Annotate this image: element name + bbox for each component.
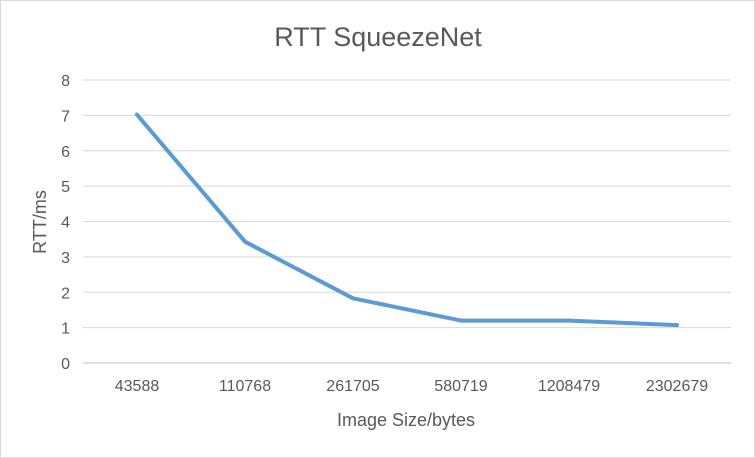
- data-point-1208479: [567, 318, 571, 323]
- y-tick-label-5: 5: [61, 179, 70, 196]
- series-layer: [135, 112, 679, 328]
- x-tick-label-1208479: 1208479: [538, 378, 600, 395]
- y-tick-label-6: 6: [61, 144, 70, 161]
- y-tick-label-1: 1: [61, 321, 70, 338]
- y-axis-label: RTT/ms: [30, 190, 50, 254]
- x-tick-label-110768: 110768: [219, 378, 271, 395]
- x-tick-label-2302679: 2302679: [646, 378, 708, 395]
- grid-lines: [83, 79, 731, 364]
- data-point-43588: [135, 112, 139, 117]
- data-point-110768: [243, 239, 247, 244]
- x-tick-label-43588: 43588: [115, 378, 160, 395]
- series-line-0: [135, 112, 679, 328]
- y-tick-label-3: 3: [61, 250, 70, 267]
- x-axis-label: Image Size/bytes: [337, 410, 475, 430]
- y-tick-label-0: 0: [61, 356, 70, 373]
- y-axis-ticks: 0 1 2 3 4 5 6 7 8: [61, 73, 70, 373]
- data-point-2302679: [675, 323, 679, 328]
- y-tick-label-8: 8: [61, 73, 70, 90]
- chart-title: RTT SqueezeNet: [274, 22, 482, 52]
- y-tick-label-4: 4: [61, 215, 70, 232]
- y-tick-label-7: 7: [61, 108, 70, 125]
- y-tick-label-2: 2: [61, 285, 70, 302]
- x-axis-ticks: 43588 110768 261705 580719 1208479 2302679: [115, 378, 708, 395]
- data-point-580719: [459, 318, 463, 323]
- data-point-261705: [351, 296, 355, 301]
- x-tick-label-580719: 580719: [434, 378, 487, 395]
- x-tick-label-261705: 261705: [326, 378, 379, 395]
